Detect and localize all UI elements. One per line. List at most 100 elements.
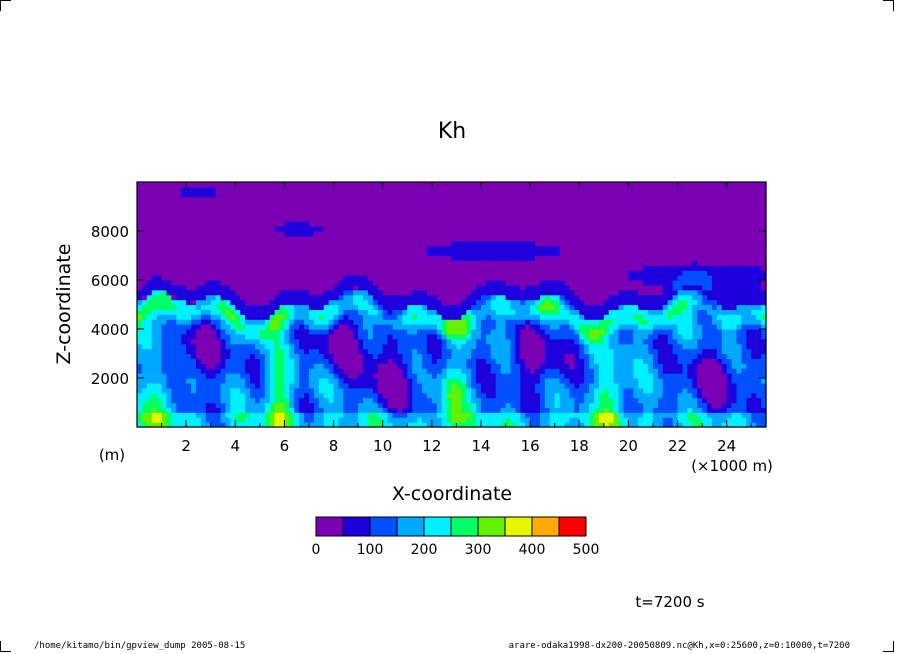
heat-cell xyxy=(205,250,212,257)
heat-cell xyxy=(348,191,354,198)
heat-cell xyxy=(299,221,305,227)
heat-cell xyxy=(333,211,340,217)
heat-cell xyxy=(171,211,177,217)
heat-cell xyxy=(407,333,413,340)
heat-cell xyxy=(623,314,629,320)
heat-cell xyxy=(569,235,575,242)
heat-cell xyxy=(225,235,231,242)
heat-cell xyxy=(515,329,521,335)
heat-cell xyxy=(505,422,512,428)
heat-cell xyxy=(485,211,492,217)
heat-cell xyxy=(264,373,271,379)
heat-cell xyxy=(323,363,330,369)
heat-cell xyxy=(535,348,541,355)
heat-cell xyxy=(407,191,413,198)
heat-cell xyxy=(407,250,413,257)
heat-cell xyxy=(613,324,620,330)
heat-cell xyxy=(441,397,448,404)
heat-cell xyxy=(490,240,497,247)
heat-cell xyxy=(245,196,251,203)
heat-cell xyxy=(284,387,290,394)
heat-cell xyxy=(466,417,472,423)
heat-cell xyxy=(235,392,241,399)
heat-cell xyxy=(500,348,507,355)
heat-cell xyxy=(235,304,241,310)
heat-cell xyxy=(574,270,580,276)
heat-cell xyxy=(141,373,148,379)
heat-cell xyxy=(299,294,305,301)
heat-cell xyxy=(382,338,389,345)
heat-cell xyxy=(539,319,546,325)
heat-cell xyxy=(363,280,369,286)
heat-cell xyxy=(299,329,305,335)
heat-cell xyxy=(284,191,290,198)
heat-cell xyxy=(515,358,521,364)
heat-cell xyxy=(186,329,192,335)
heat-cell xyxy=(225,387,231,394)
heat-cell xyxy=(245,270,251,276)
heat-cell xyxy=(510,191,516,198)
heat-cell xyxy=(333,216,340,222)
heat-cell xyxy=(618,304,625,310)
heat-cell xyxy=(259,358,266,364)
heat-cell xyxy=(608,206,615,212)
heat-cell xyxy=(343,299,349,306)
heat-cell xyxy=(426,333,433,340)
heat-cell xyxy=(245,324,251,330)
heat-cell xyxy=(544,373,551,379)
heat-cell xyxy=(269,353,276,359)
heat-cell xyxy=(510,201,516,208)
heat-cell xyxy=(569,221,575,227)
heat-cell xyxy=(495,392,502,399)
heat-cell xyxy=(441,407,448,413)
heat-cell xyxy=(402,397,408,404)
heat-cell xyxy=(446,378,453,384)
heat-cell xyxy=(308,314,315,320)
heat-cell xyxy=(274,299,281,306)
heat-cell xyxy=(476,294,482,301)
heat-cell xyxy=(348,221,354,227)
heat-cell xyxy=(186,284,192,291)
heat-cell xyxy=(539,280,546,286)
heat-cell xyxy=(535,314,541,320)
heat-cell xyxy=(618,221,625,227)
heat-cell xyxy=(225,348,231,355)
heat-cell xyxy=(161,231,168,237)
heat-cell xyxy=(225,324,231,330)
heat-cell xyxy=(328,382,335,389)
heat-cell xyxy=(289,324,295,330)
heat-cell xyxy=(446,392,453,399)
heat-cell xyxy=(539,275,546,281)
heat-cell xyxy=(274,378,281,384)
heat-cell xyxy=(539,358,546,364)
heat-cell xyxy=(505,265,512,271)
heat-cell xyxy=(422,294,428,301)
heat-cell xyxy=(574,397,580,404)
heat-cell xyxy=(137,289,143,296)
heat-cell xyxy=(161,211,168,217)
heat-cell xyxy=(313,280,320,286)
heat-cell xyxy=(166,304,172,310)
heat-cell xyxy=(505,378,512,384)
heat-cell xyxy=(603,186,610,193)
heat-cell xyxy=(141,309,148,315)
heat-cell xyxy=(549,255,556,261)
heat-cell xyxy=(308,358,315,364)
heat-cell xyxy=(589,358,595,364)
heat-cell xyxy=(210,231,217,237)
heat-cell xyxy=(181,245,187,252)
heat-cell xyxy=(431,329,438,335)
heat-cell xyxy=(584,353,590,359)
heat-cell xyxy=(426,270,433,276)
heat-cell xyxy=(264,378,271,384)
heat-cell xyxy=(254,353,261,359)
heat-cell xyxy=(215,182,222,188)
heat-cell xyxy=(559,216,566,222)
heat-cell xyxy=(205,333,212,340)
heat-cell xyxy=(441,363,448,369)
heat-cell xyxy=(284,363,290,369)
heat-cell xyxy=(402,216,408,222)
heat-cell xyxy=(535,329,541,335)
heat-cell xyxy=(623,333,629,340)
heat-cell xyxy=(308,196,315,203)
